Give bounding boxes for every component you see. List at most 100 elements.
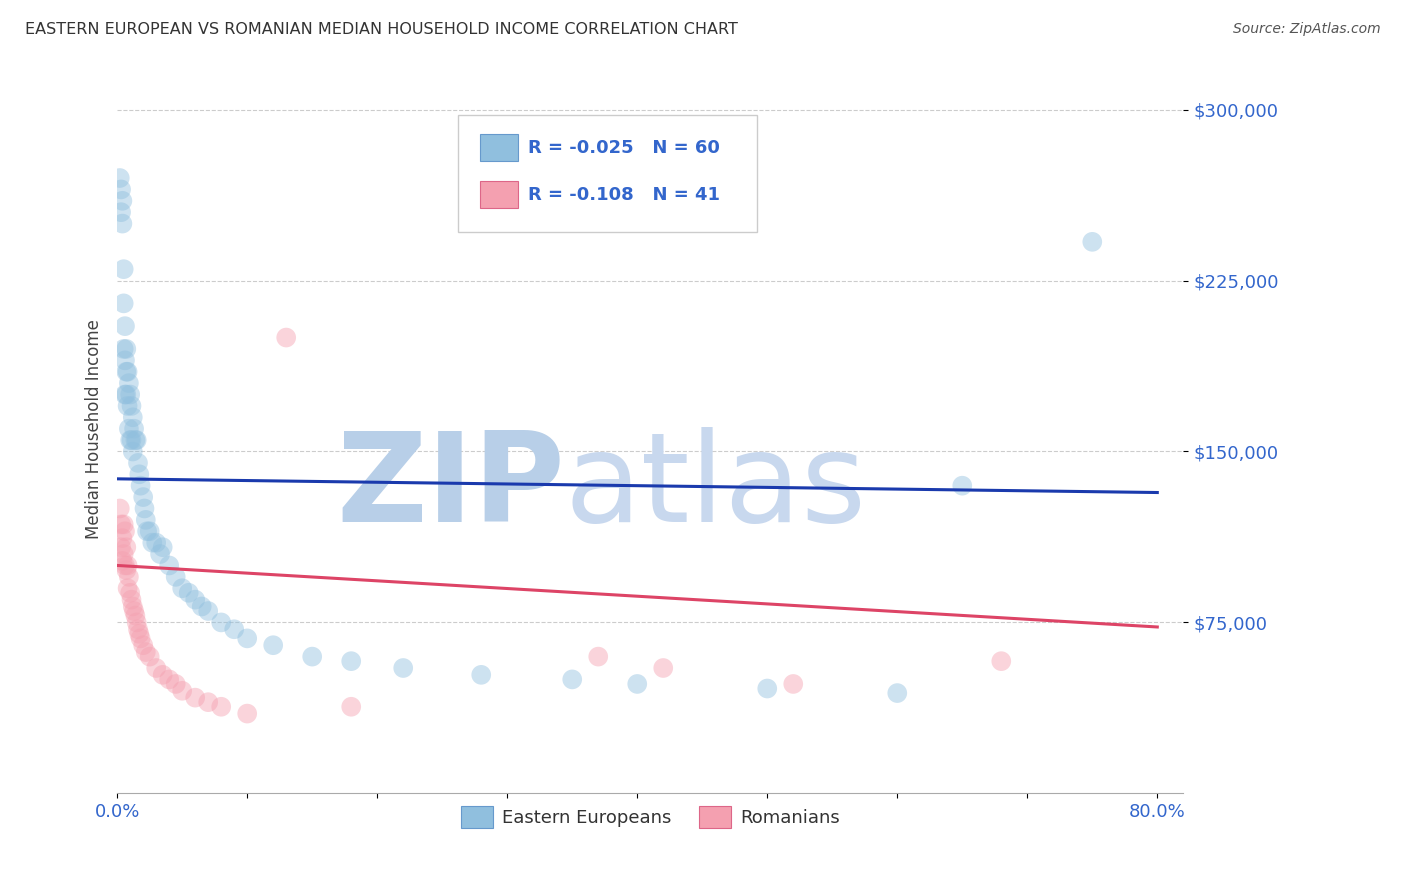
- Point: [114, 558, 136, 573]
- Point: [117, 399, 139, 413]
- Point: [129, 632, 152, 646]
- Point: [112, 296, 135, 310]
- Point: [172, 683, 194, 698]
- Point: [115, 365, 138, 379]
- Point: [756, 681, 779, 696]
- Point: [114, 353, 136, 368]
- Point: [112, 262, 135, 277]
- Point: [157, 673, 180, 687]
- Point: [184, 592, 207, 607]
- Point: [470, 668, 492, 682]
- Point: [121, 444, 143, 458]
- Point: [128, 627, 150, 641]
- Point: [115, 342, 138, 356]
- Point: [125, 615, 148, 630]
- Point: [118, 570, 141, 584]
- Point: [121, 399, 143, 413]
- Point: [121, 592, 143, 607]
- Point: [120, 387, 142, 401]
- Point: [121, 599, 143, 614]
- Point: [149, 547, 172, 561]
- Point: [1081, 235, 1104, 249]
- Point: [138, 649, 160, 664]
- Point: [120, 586, 142, 600]
- Point: [118, 376, 141, 391]
- Point: [301, 649, 323, 664]
- Point: [340, 699, 363, 714]
- Point: [135, 645, 157, 659]
- Point: [115, 387, 138, 401]
- Text: R = -0.108   N = 41: R = -0.108 N = 41: [527, 186, 720, 204]
- Point: [110, 182, 132, 196]
- Point: [132, 490, 155, 504]
- Point: [172, 581, 194, 595]
- Text: R = -0.025   N = 60: R = -0.025 N = 60: [527, 139, 720, 157]
- Point: [114, 524, 136, 539]
- Point: [111, 531, 134, 545]
- Point: [276, 330, 298, 344]
- Point: [127, 456, 149, 470]
- Point: [112, 547, 135, 561]
- Point: [132, 638, 155, 652]
- Point: [110, 517, 132, 532]
- Point: [112, 517, 135, 532]
- Point: [117, 581, 139, 595]
- Point: [224, 622, 246, 636]
- Point: [111, 554, 134, 568]
- Point: [190, 599, 212, 614]
- Legend: Eastern Europeans, Romanians: Eastern Europeans, Romanians: [453, 799, 846, 836]
- Point: [782, 677, 804, 691]
- Point: [626, 677, 648, 691]
- Y-axis label: Median Household Income: Median Household Income: [86, 318, 103, 539]
- Point: [145, 661, 167, 675]
- Point: [152, 668, 174, 682]
- Point: [111, 217, 134, 231]
- Point: [652, 661, 675, 675]
- Point: [165, 677, 187, 691]
- Point: [120, 433, 142, 447]
- Point: [236, 632, 259, 646]
- Text: atlas: atlas: [565, 426, 868, 548]
- Point: [340, 654, 363, 668]
- Point: [118, 422, 141, 436]
- Point: [197, 695, 219, 709]
- Point: [236, 706, 259, 721]
- Point: [262, 638, 284, 652]
- Point: [114, 319, 136, 334]
- Point: [392, 661, 415, 675]
- Point: [138, 524, 160, 539]
- FancyBboxPatch shape: [458, 115, 756, 232]
- Point: [122, 604, 145, 618]
- Point: [115, 563, 138, 577]
- Point: [124, 608, 146, 623]
- Text: ZIP: ZIP: [336, 426, 565, 548]
- Point: [184, 690, 207, 705]
- Point: [141, 535, 163, 549]
- Point: [125, 433, 148, 447]
- Point: [157, 558, 180, 573]
- Point: [561, 673, 583, 687]
- Point: [135, 513, 157, 527]
- Point: [108, 501, 131, 516]
- Point: [886, 686, 908, 700]
- Point: [124, 433, 146, 447]
- Point: [122, 422, 145, 436]
- Point: [165, 570, 187, 584]
- Point: [134, 501, 156, 516]
- Point: [112, 342, 135, 356]
- Point: [990, 654, 1012, 668]
- Point: [136, 524, 159, 539]
- Point: [950, 478, 973, 492]
- Point: [117, 365, 139, 379]
- Point: [117, 558, 139, 573]
- Text: Source: ZipAtlas.com: Source: ZipAtlas.com: [1233, 22, 1381, 37]
- Point: [177, 586, 200, 600]
- Point: [152, 540, 174, 554]
- Point: [209, 615, 232, 630]
- Point: [128, 467, 150, 482]
- Point: [586, 649, 609, 664]
- Point: [129, 478, 152, 492]
- Point: [121, 433, 143, 447]
- Point: [209, 699, 232, 714]
- Text: EASTERN EUROPEAN VS ROMANIAN MEDIAN HOUSEHOLD INCOME CORRELATION CHART: EASTERN EUROPEAN VS ROMANIAN MEDIAN HOUS…: [25, 22, 738, 37]
